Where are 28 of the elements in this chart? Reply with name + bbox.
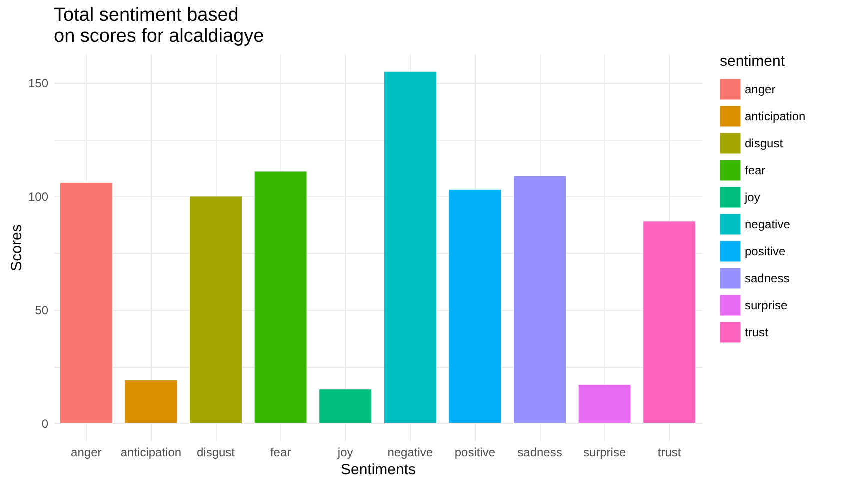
chart-title: Total sentiment based on scores for alcaldiagye <box>54 5 264 47</box>
y-axis-title: Scores <box>8 224 26 272</box>
x-tick-label: joy <box>336 446 354 460</box>
x-tick-label: trust <box>658 446 682 460</box>
x-tick-label: anticipation <box>120 446 182 460</box>
y-tick-label: 100 <box>28 190 49 204</box>
x-axis-title: Sentiments <box>340 462 416 478</box>
x-tick-label: disgust <box>196 446 236 460</box>
y-tick-label: 0 <box>42 416 49 431</box>
legend-label: anticipation <box>745 110 806 124</box>
legend-label: trust <box>745 326 770 340</box>
y-tick-label: 50 <box>35 303 49 318</box>
legend-label: sadness <box>745 272 790 286</box>
y-tick-label: 150 <box>28 76 49 90</box>
legend-label: disgust <box>745 136 784 150</box>
x-tick-label: fear <box>270 446 292 460</box>
legend-label: fear <box>745 164 766 178</box>
x-tick-label: surprise <box>583 446 626 460</box>
legend-label: joy <box>744 190 760 204</box>
x-tick-label: negative <box>388 446 434 460</box>
x-tick-label: positive <box>454 446 496 460</box>
legend-label: surprise <box>745 298 788 312</box>
legend-label: negative <box>745 218 791 232</box>
x-tick-label: anger <box>71 446 102 460</box>
legend-label: anger <box>745 82 776 96</box>
legend-label: positive <box>745 244 786 258</box>
legend-title: sentiment <box>720 53 786 70</box>
x-tick-label: sadness <box>518 446 562 460</box>
